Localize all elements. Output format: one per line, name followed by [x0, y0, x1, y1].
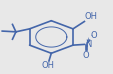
- Text: -: -: [90, 34, 92, 39]
- Text: OH: OH: [84, 12, 97, 21]
- Text: OH: OH: [42, 61, 54, 70]
- Text: N: N: [84, 40, 91, 49]
- Text: +: +: [84, 37, 89, 42]
- Text: O: O: [89, 31, 96, 40]
- Text: O: O: [82, 51, 89, 60]
